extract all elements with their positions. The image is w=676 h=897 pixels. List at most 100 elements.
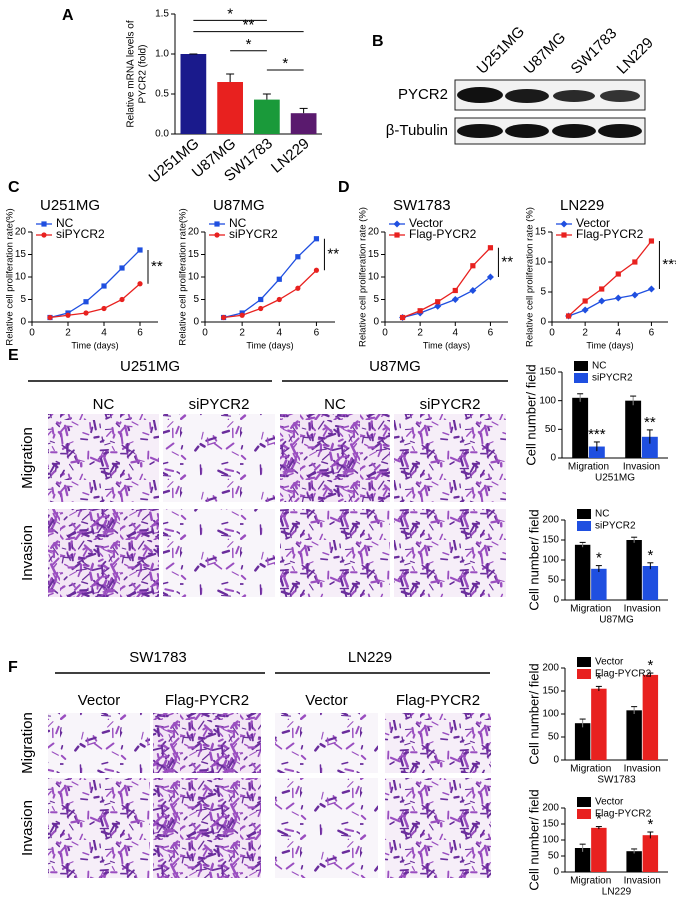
x-tick-label: Migration xyxy=(570,604,611,615)
y-tick-label: 0.5 xyxy=(155,89,169,100)
y-tick-label: 0 xyxy=(553,867,559,878)
x-tick-label: 4 xyxy=(277,328,283,339)
y-tick-label: 200 xyxy=(542,663,559,674)
y-tick-label: 1.0 xyxy=(155,49,169,60)
y-axis-label: Relative cell proliferation rate (%) xyxy=(525,207,536,347)
y-tick-label: 150 xyxy=(542,686,559,697)
marker xyxy=(394,232,400,238)
marker xyxy=(581,306,589,314)
condition-label: Flag-PYCR2 xyxy=(396,692,480,709)
bar xyxy=(588,446,605,458)
x-tick-label: 2 xyxy=(239,328,245,339)
bar xyxy=(625,400,642,458)
marker xyxy=(486,273,494,281)
y-tick-label: 20 xyxy=(368,227,380,238)
y-axis-label: Cell number/ field xyxy=(523,364,538,465)
condition-label: Vector xyxy=(305,692,348,709)
legend-swatch xyxy=(577,797,591,807)
marker xyxy=(295,285,301,291)
bar xyxy=(574,723,591,760)
y-tick-label: 150 xyxy=(542,819,559,830)
y-tick-label: 0 xyxy=(193,317,199,328)
bar xyxy=(290,113,317,134)
marker xyxy=(101,305,107,312)
marker xyxy=(119,296,125,303)
marker xyxy=(295,254,301,260)
micrograph xyxy=(275,713,378,773)
x-tick-label: 2 xyxy=(417,328,423,339)
legend-label: NC xyxy=(592,361,606,372)
y-tick-label: 100 xyxy=(539,395,556,406)
x-tick-label: Invasion xyxy=(624,876,661,887)
x-tick-label: Migration xyxy=(568,462,609,473)
marker xyxy=(41,232,47,238)
y-tick-label: 50 xyxy=(548,851,560,862)
condition-label: siPYCR2 xyxy=(189,396,250,413)
marker xyxy=(632,259,638,265)
bar xyxy=(626,540,642,600)
y-axis-label: Relative cell proliferation rate (%) xyxy=(358,207,369,347)
bar xyxy=(217,82,243,134)
bar xyxy=(626,851,642,872)
blot-band xyxy=(457,87,503,103)
y-tick-label: 100 xyxy=(542,709,559,720)
x-tick-label: Invasion xyxy=(624,764,661,775)
significance-label: * xyxy=(596,550,602,567)
x-tick-label: 0 xyxy=(549,328,555,339)
y-tick-label: 15 xyxy=(535,227,547,238)
bar xyxy=(626,710,642,760)
legend-label: siPYCR2 xyxy=(56,227,105,241)
bar xyxy=(642,835,659,872)
y-tick-label: 15 xyxy=(188,249,200,260)
legend-label: Vector xyxy=(595,657,624,668)
micrograph xyxy=(280,509,390,597)
marker xyxy=(399,314,406,321)
y-tick-label: 10 xyxy=(368,272,380,283)
legend-label: Vector xyxy=(409,216,443,230)
blot-band xyxy=(600,90,640,102)
legend-label: Vector xyxy=(576,216,610,230)
assay-label: Invasion xyxy=(19,800,36,856)
series-line xyxy=(223,269,317,319)
x-axis-label: Time (days) xyxy=(586,340,633,350)
micrograph xyxy=(385,778,491,878)
legend-label: NC xyxy=(229,216,247,230)
micrograph xyxy=(153,713,261,773)
marker xyxy=(598,297,606,305)
legend-swatch xyxy=(577,657,591,667)
y-tick-label: 20 xyxy=(188,227,200,238)
x-axis-label: U251MG xyxy=(595,473,635,484)
y-axis-label: Cell number/ field xyxy=(526,789,541,890)
chart-title: LN229 xyxy=(560,197,604,214)
x-tick-label: 6 xyxy=(137,328,143,339)
significance-label: *** xyxy=(588,426,606,443)
x-tick-label: 0 xyxy=(202,328,208,339)
legend-swatch xyxy=(577,521,591,531)
marker xyxy=(83,299,89,305)
x-tick-label: 6 xyxy=(314,328,320,339)
micrograph xyxy=(275,778,378,878)
blot-band xyxy=(553,90,595,102)
y-axis-label: Relative mRNA levels of xyxy=(126,20,137,127)
legend-label: Flag-PYCR2 xyxy=(595,669,652,680)
bar xyxy=(591,568,607,600)
x-tick-label: 4 xyxy=(453,328,459,339)
bar xyxy=(574,544,591,600)
marker xyxy=(276,296,282,303)
series-line xyxy=(402,276,491,319)
series-line xyxy=(402,247,491,319)
y-axis-label: Relative cell proliferation rate(%) xyxy=(178,208,189,345)
blot-band-label: β-Tubulin xyxy=(386,122,448,139)
legend-swatch xyxy=(574,361,588,371)
x-axis-label: SW1783 xyxy=(597,775,636,786)
significance-label: ** xyxy=(151,258,163,275)
marker xyxy=(137,247,143,253)
y-tick-label: 5 xyxy=(540,287,546,298)
x-tick-label: Invasion xyxy=(624,604,661,615)
bar xyxy=(574,848,591,872)
y-tick-label: 10 xyxy=(535,257,547,268)
legend-label: Flag-PYCR2 xyxy=(409,227,477,241)
series-line xyxy=(223,238,317,319)
marker xyxy=(648,238,655,244)
legend-label: Vector xyxy=(595,797,624,808)
